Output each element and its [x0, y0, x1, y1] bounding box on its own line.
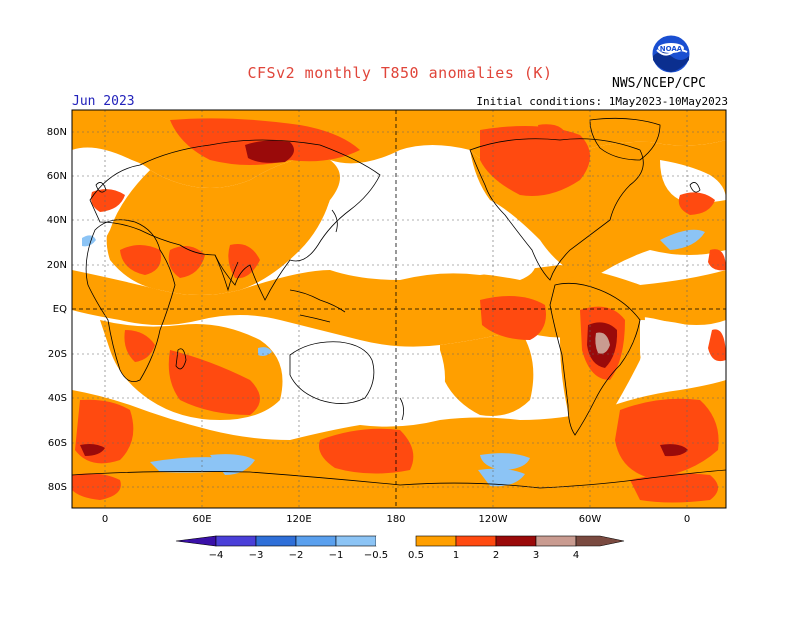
lon-label: 60W — [579, 514, 602, 525]
agency-label: NWS/NCEP/CPC — [612, 76, 706, 91]
noaa-logo-text: NOAA — [660, 45, 683, 53]
latitude-labels: 80N 60N 40N 20N EQ 20S 40S 60S 80S — [47, 127, 67, 493]
lon-label: 0 — [102, 514, 108, 525]
lon-label: 0 — [684, 514, 690, 525]
initial-conditions: Initial conditions: 1May2023-10May2023 — [476, 95, 728, 108]
coastlines — [72, 117, 726, 489]
lon-label: 60E — [192, 514, 211, 525]
lat-label: 40S — [48, 393, 67, 404]
noaa-logo-icon: NOAA — [651, 34, 691, 74]
lat-label: 40N — [47, 215, 67, 226]
map-frame — [71, 109, 727, 509]
lon-label: 180 — [386, 514, 405, 525]
grid-lines — [72, 110, 726, 508]
lat-label: 80S — [48, 482, 67, 493]
map-title: CFSv2 monthly T850 anomalies (K) — [247, 64, 553, 82]
lat-label: 80N — [47, 127, 67, 138]
lat-label: 60N — [47, 171, 67, 182]
equator-dateline — [72, 110, 726, 508]
lat-label: 60S — [48, 438, 67, 449]
longitude-labels: 0 60E 120E 180 120W 60W 0 — [102, 514, 690, 525]
forecast-month: Jun 2023 — [72, 94, 135, 109]
lat-label: 20S — [48, 349, 67, 360]
neutral-regions — [72, 148, 726, 422]
anomaly-map: 80N 60N 40N 20N EQ 20S 40S 60S 80S 0 60E… — [47, 109, 727, 525]
lat-label: EQ — [53, 304, 67, 315]
anomaly-3-4-region — [595, 332, 610, 354]
lon-label: 120E — [286, 514, 311, 525]
lon-label: 120W — [479, 514, 508, 525]
lat-label: 20N — [47, 260, 67, 271]
